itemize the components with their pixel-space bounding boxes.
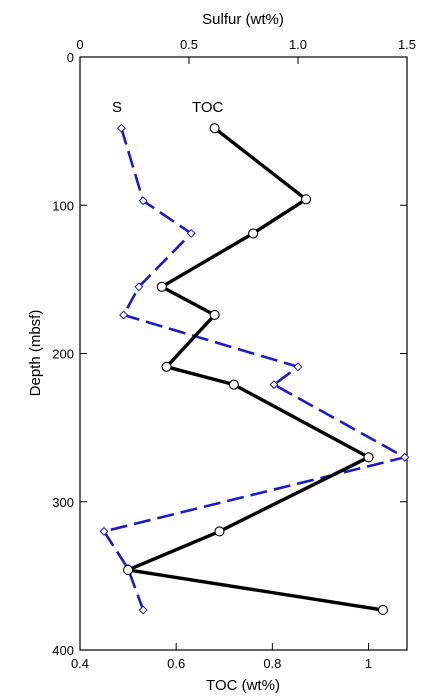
data-point-toc <box>300 194 312 205</box>
plot-frame <box>79 56 408 651</box>
y-tick-label: 0 <box>67 50 74 65</box>
bottom-tick-label: 0.4 <box>71 656 89 671</box>
data-point-toc <box>209 123 220 134</box>
data-point-s <box>138 605 148 615</box>
data-point-s <box>138 196 148 206</box>
bottom-tick-label: 1 <box>365 656 372 671</box>
data-point-toc <box>377 604 389 616</box>
series-line-s <box>102 127 407 611</box>
y-tick-label: 200 <box>52 347 74 362</box>
data-point-s <box>186 228 196 238</box>
data-point-toc <box>156 281 167 292</box>
bottom-axis-title: TOC (wt%) <box>206 677 280 694</box>
y-axis-title: Depth (mbsf) <box>27 310 44 397</box>
top-tick-label: 0.5 <box>180 37 198 52</box>
data-point-s <box>119 310 129 320</box>
data-point-toc <box>228 379 239 390</box>
top-tick-label: 1.0 <box>289 37 307 52</box>
y-tick-label: 400 <box>52 643 74 658</box>
data-point-s <box>400 452 410 462</box>
data-point-s <box>134 282 144 292</box>
series-label-toc: TOC <box>192 99 224 116</box>
bottom-tick-label: 0.6 <box>167 656 185 671</box>
data-point-s <box>269 380 279 390</box>
data-point-toc <box>209 309 220 321</box>
series-label-s: S <box>112 99 122 116</box>
data-point-toc <box>248 228 259 239</box>
data-point-toc <box>123 564 134 575</box>
data-point-s <box>293 362 303 372</box>
data-point-s <box>116 123 126 133</box>
data-point-toc <box>161 361 172 372</box>
data-point-toc <box>214 526 225 537</box>
top-tick-label: 1.5 <box>398 37 416 52</box>
bottom-tick-label: 0.8 <box>263 656 281 671</box>
series <box>99 123 410 616</box>
data-point-toc <box>363 452 374 463</box>
top-tick-label: 0 <box>76 37 83 52</box>
top-axis-title: Sulfur (wt%) <box>202 11 284 28</box>
data-point-s <box>99 526 109 536</box>
y-tick-label: 300 <box>52 495 74 510</box>
y-tick-label: 100 <box>52 198 74 213</box>
